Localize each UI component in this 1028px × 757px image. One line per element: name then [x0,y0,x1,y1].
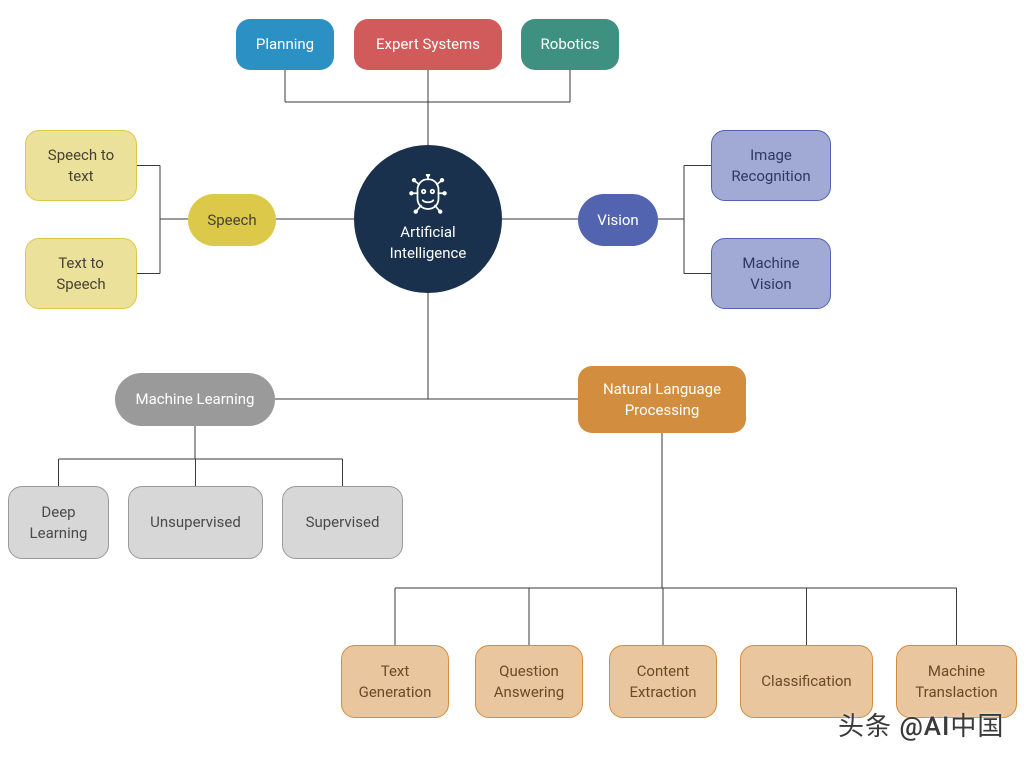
planning-label: Planning [256,34,314,55]
trans-node: Machine Translaction [896,645,1017,718]
content-node: Content Extraction [609,645,717,718]
sup-label: Supervised [306,512,380,533]
expert-label: Expert Systems [376,34,480,55]
textgen-node: Text Generation [341,645,449,718]
imgrec-node: Image Recognition [711,130,831,201]
unsup-node: Unsupervised [128,486,263,559]
trans-label: Machine Translaction [915,661,997,703]
sup-node: Supervised [282,486,403,559]
ml-label: Machine Learning [136,389,255,410]
planning-node: Planning [236,19,334,70]
qa-label: Question Answering [494,661,564,703]
class-node: Classification [740,645,873,718]
stt-node: Speech to text [25,130,137,201]
ml-node: Machine Learning [115,373,275,426]
vision-node: Vision [578,194,658,246]
mvis-node: Machine Vision [711,238,831,309]
qa-node: Question Answering [475,645,583,718]
robotics-label: Robotics [541,34,600,55]
vision-label: Vision [597,210,638,231]
tts-node: Text to Speech [25,238,137,309]
unsup-label: Unsupervised [150,512,241,533]
expert-node: Expert Systems [354,19,502,70]
stt-label: Speech to text [48,145,114,187]
ai-center-label: Artificial Intelligence [390,222,467,264]
dl-label: Deep Learning [30,502,88,544]
tts-label: Text to Speech [56,253,105,295]
imgrec-label: Image Recognition [731,145,810,187]
nlp-label: Natural Language Processing [603,379,721,421]
brain-circuit-icon [407,174,449,216]
textgen-label: Text Generation [359,661,432,703]
speech-node: Speech [188,194,276,246]
nlp-node: Natural Language Processing [578,366,746,433]
mvis-label: Machine Vision [742,253,799,295]
dl-node: Deep Learning [8,486,109,559]
class-label: Classification [761,671,851,692]
content-label: Content Extraction [629,661,696,703]
robotics-node: Robotics [521,19,619,70]
speech-label: Speech [207,210,256,231]
ai-center-node: Artificial Intelligence [354,145,502,293]
